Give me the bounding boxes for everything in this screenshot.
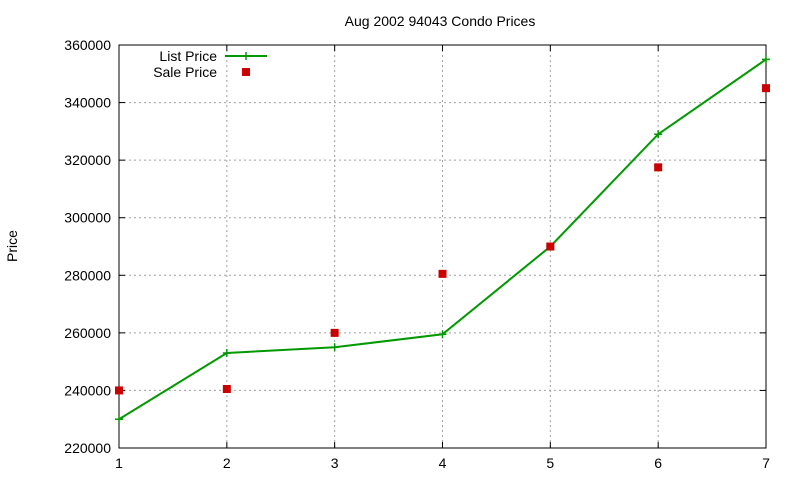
list-price-legend-label: List Price [159, 48, 217, 64]
grid-lines [119, 45, 766, 448]
sale-price-point [654, 163, 663, 172]
x-tick-label: 1 [115, 455, 123, 471]
series-layer [115, 55, 770, 424]
sale-price-point [222, 384, 231, 393]
sale-price-point [115, 386, 123, 395]
sale-price-point [762, 84, 770, 93]
x-tick-label: 5 [546, 455, 554, 471]
list-price-point [654, 130, 663, 139]
y-tick-label: 260000 [64, 325, 111, 341]
y-tick-label: 340000 [64, 95, 111, 111]
list-price-point [115, 415, 123, 424]
list-price-point [330, 343, 339, 352]
sale-price-legend-marker [242, 68, 250, 76]
sale-price-point [546, 242, 555, 251]
sale-price-legend-label: Sale Price [153, 64, 217, 80]
y-axis-label: Price [4, 230, 20, 262]
x-tick-label: 4 [439, 455, 447, 471]
list-price-legend-marker [242, 52, 250, 60]
list-price-point [762, 55, 770, 64]
x-tick-label: 7 [762, 455, 770, 471]
y-tick-label: 240000 [64, 382, 111, 398]
sale-price-point [438, 269, 447, 278]
list-price-point [438, 330, 447, 339]
x-tick-label: 2 [223, 455, 231, 471]
list-price-point [222, 349, 231, 358]
x-tick-label: 3 [331, 455, 339, 471]
chart-title: Aug 2002 94043 Condo Prices [345, 13, 536, 29]
y-tick-label: 220000 [64, 440, 111, 456]
y-tick-label: 280000 [64, 267, 111, 283]
sale-price-point [330, 328, 339, 337]
y-tick-label: 360000 [64, 37, 111, 53]
x-tick-label: 6 [654, 455, 662, 471]
y-tick-label: 300000 [64, 210, 111, 226]
axis-ticks: 1 2 3 4 5 6 7 220000 240000 260000 280000 300000 320… [64, 37, 770, 471]
y-tick-label: 320000 [64, 152, 111, 168]
